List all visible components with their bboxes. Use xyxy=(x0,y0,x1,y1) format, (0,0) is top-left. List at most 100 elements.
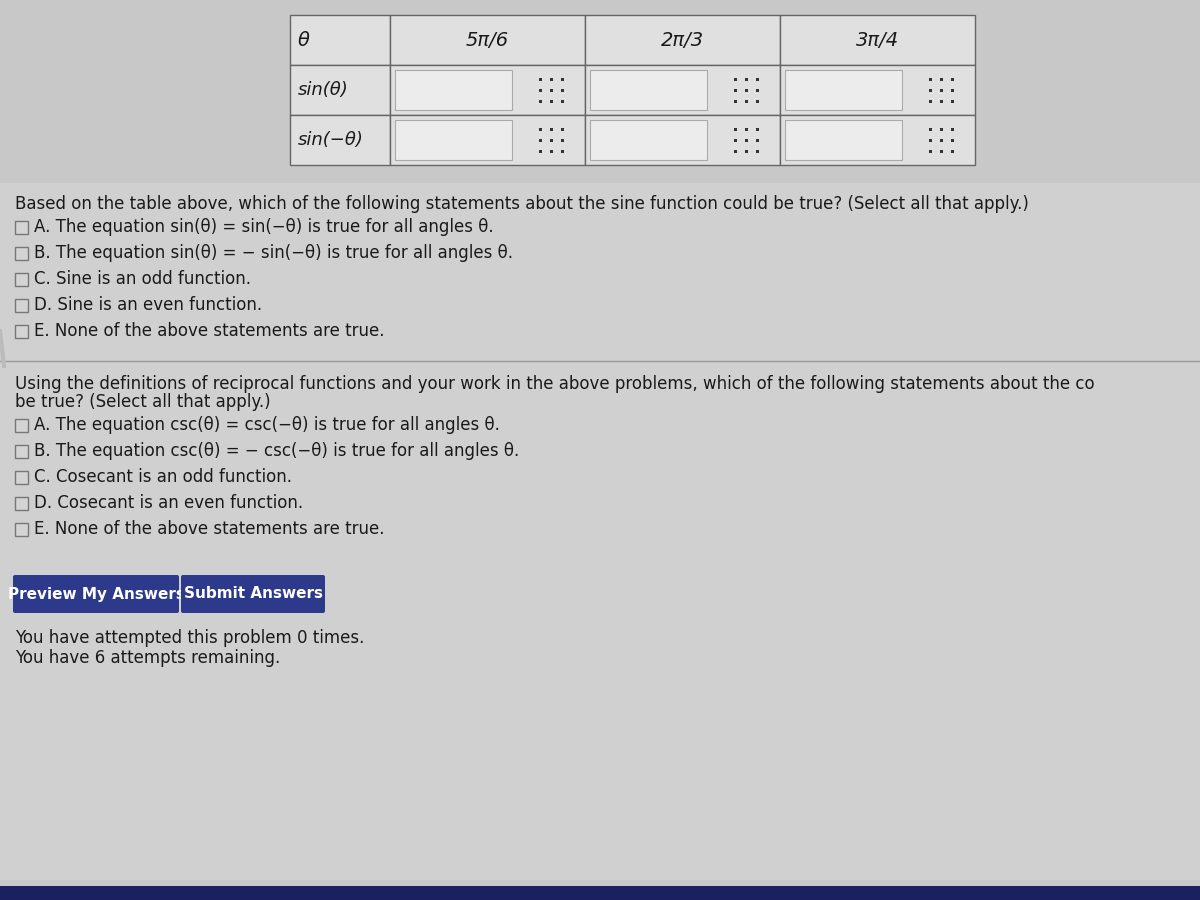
Bar xyxy=(539,77,541,80)
Bar xyxy=(950,88,954,92)
Bar xyxy=(539,128,541,130)
Text: 3π/4: 3π/4 xyxy=(856,31,899,50)
Bar xyxy=(14,221,28,234)
Bar xyxy=(733,128,737,130)
Text: C. Cosecant is an odd function.: C. Cosecant is an odd function. xyxy=(34,469,292,487)
Bar xyxy=(390,15,586,65)
Bar xyxy=(756,128,758,130)
Bar xyxy=(550,128,552,130)
Bar xyxy=(14,523,28,536)
Bar xyxy=(940,128,942,130)
Bar xyxy=(0,183,1200,880)
Bar xyxy=(940,77,942,80)
Bar xyxy=(550,77,552,80)
Bar xyxy=(929,100,931,103)
Bar xyxy=(744,100,748,103)
Bar xyxy=(390,115,586,165)
Bar xyxy=(590,120,707,160)
Text: Using the definitions of reciprocal functions and your work in the above problem: Using the definitions of reciprocal func… xyxy=(14,375,1094,393)
Bar xyxy=(14,497,28,510)
Bar xyxy=(290,15,390,65)
Bar xyxy=(733,88,737,92)
Bar xyxy=(929,149,931,152)
Bar xyxy=(733,139,737,141)
Bar xyxy=(586,65,780,115)
Bar xyxy=(780,65,974,115)
Text: D. Sine is an even function.: D. Sine is an even function. xyxy=(34,296,262,314)
Bar xyxy=(780,15,974,65)
Text: D. Cosecant is an even function.: D. Cosecant is an even function. xyxy=(34,494,304,512)
Bar xyxy=(14,419,28,432)
Bar xyxy=(940,88,942,92)
Bar xyxy=(586,15,780,65)
Text: Submit Answers: Submit Answers xyxy=(184,587,323,601)
Bar xyxy=(756,139,758,141)
Text: Based on the table above, which of the following statements about the sine funct: Based on the table above, which of the f… xyxy=(14,195,1028,213)
Text: A. The equation csc(θ) = csc(−θ) is true for all angles θ.: A. The equation csc(θ) = csc(−θ) is true… xyxy=(34,417,500,435)
Bar xyxy=(780,115,974,165)
Bar xyxy=(560,77,564,80)
Bar xyxy=(940,139,942,141)
Text: A. The equation sin(θ) = sin(−θ) is true for all angles θ.: A. The equation sin(θ) = sin(−θ) is true… xyxy=(34,219,493,237)
Bar xyxy=(785,70,902,110)
Bar xyxy=(290,65,390,115)
Bar xyxy=(756,88,758,92)
Text: C. Sine is an odd function.: C. Sine is an odd function. xyxy=(34,271,251,289)
Bar xyxy=(929,77,931,80)
Bar xyxy=(14,273,28,286)
Bar xyxy=(756,149,758,152)
Text: You have 6 attempts remaining.: You have 6 attempts remaining. xyxy=(14,649,281,667)
Text: B. The equation csc(θ) = − csc(−θ) is true for all angles θ.: B. The equation csc(θ) = − csc(−θ) is tr… xyxy=(34,443,520,461)
Text: B. The equation sin(θ) = − sin(−θ) is true for all angles θ.: B. The equation sin(θ) = − sin(−θ) is tr… xyxy=(34,245,514,263)
Bar xyxy=(929,88,931,92)
Text: E. None of the above statements are true.: E. None of the above statements are true… xyxy=(34,322,384,340)
Bar xyxy=(950,100,954,103)
Bar xyxy=(756,77,758,80)
Text: 2π/3: 2π/3 xyxy=(661,31,704,50)
Bar xyxy=(14,325,28,338)
Bar xyxy=(290,115,390,165)
Bar xyxy=(395,70,512,110)
Bar xyxy=(744,77,748,80)
Text: 5π/6: 5π/6 xyxy=(466,31,509,50)
Bar xyxy=(550,100,552,103)
Text: You have attempted this problem 0 times.: You have attempted this problem 0 times. xyxy=(14,629,365,647)
Bar xyxy=(390,65,586,115)
Bar xyxy=(744,88,748,92)
Bar xyxy=(733,149,737,152)
Bar xyxy=(560,149,564,152)
Bar xyxy=(539,139,541,141)
Bar xyxy=(950,77,954,80)
Bar xyxy=(560,100,564,103)
Bar xyxy=(550,88,552,92)
Bar xyxy=(550,139,552,141)
Bar xyxy=(744,128,748,130)
Bar xyxy=(539,88,541,92)
Bar xyxy=(590,70,707,110)
Bar xyxy=(586,115,780,165)
Bar xyxy=(395,120,512,160)
Bar xyxy=(560,128,564,130)
Bar xyxy=(0,886,1200,900)
Bar xyxy=(560,139,564,141)
Text: be true? (Select all that apply.): be true? (Select all that apply.) xyxy=(14,393,271,411)
Bar xyxy=(756,100,758,103)
Bar xyxy=(950,139,954,141)
Bar xyxy=(744,139,748,141)
Text: sin(−θ): sin(−θ) xyxy=(298,131,364,149)
Bar xyxy=(539,149,541,152)
Bar xyxy=(950,128,954,130)
Bar xyxy=(950,149,954,152)
Bar xyxy=(14,471,28,484)
Bar xyxy=(539,100,541,103)
Bar xyxy=(14,445,28,458)
Bar xyxy=(929,139,931,141)
Bar xyxy=(733,77,737,80)
Text: sin(θ): sin(θ) xyxy=(298,81,349,99)
Bar xyxy=(744,149,748,152)
Bar xyxy=(940,100,942,103)
FancyBboxPatch shape xyxy=(181,575,325,613)
Bar xyxy=(560,88,564,92)
Bar xyxy=(14,299,28,312)
Text: Preview My Answers: Preview My Answers xyxy=(7,587,185,601)
